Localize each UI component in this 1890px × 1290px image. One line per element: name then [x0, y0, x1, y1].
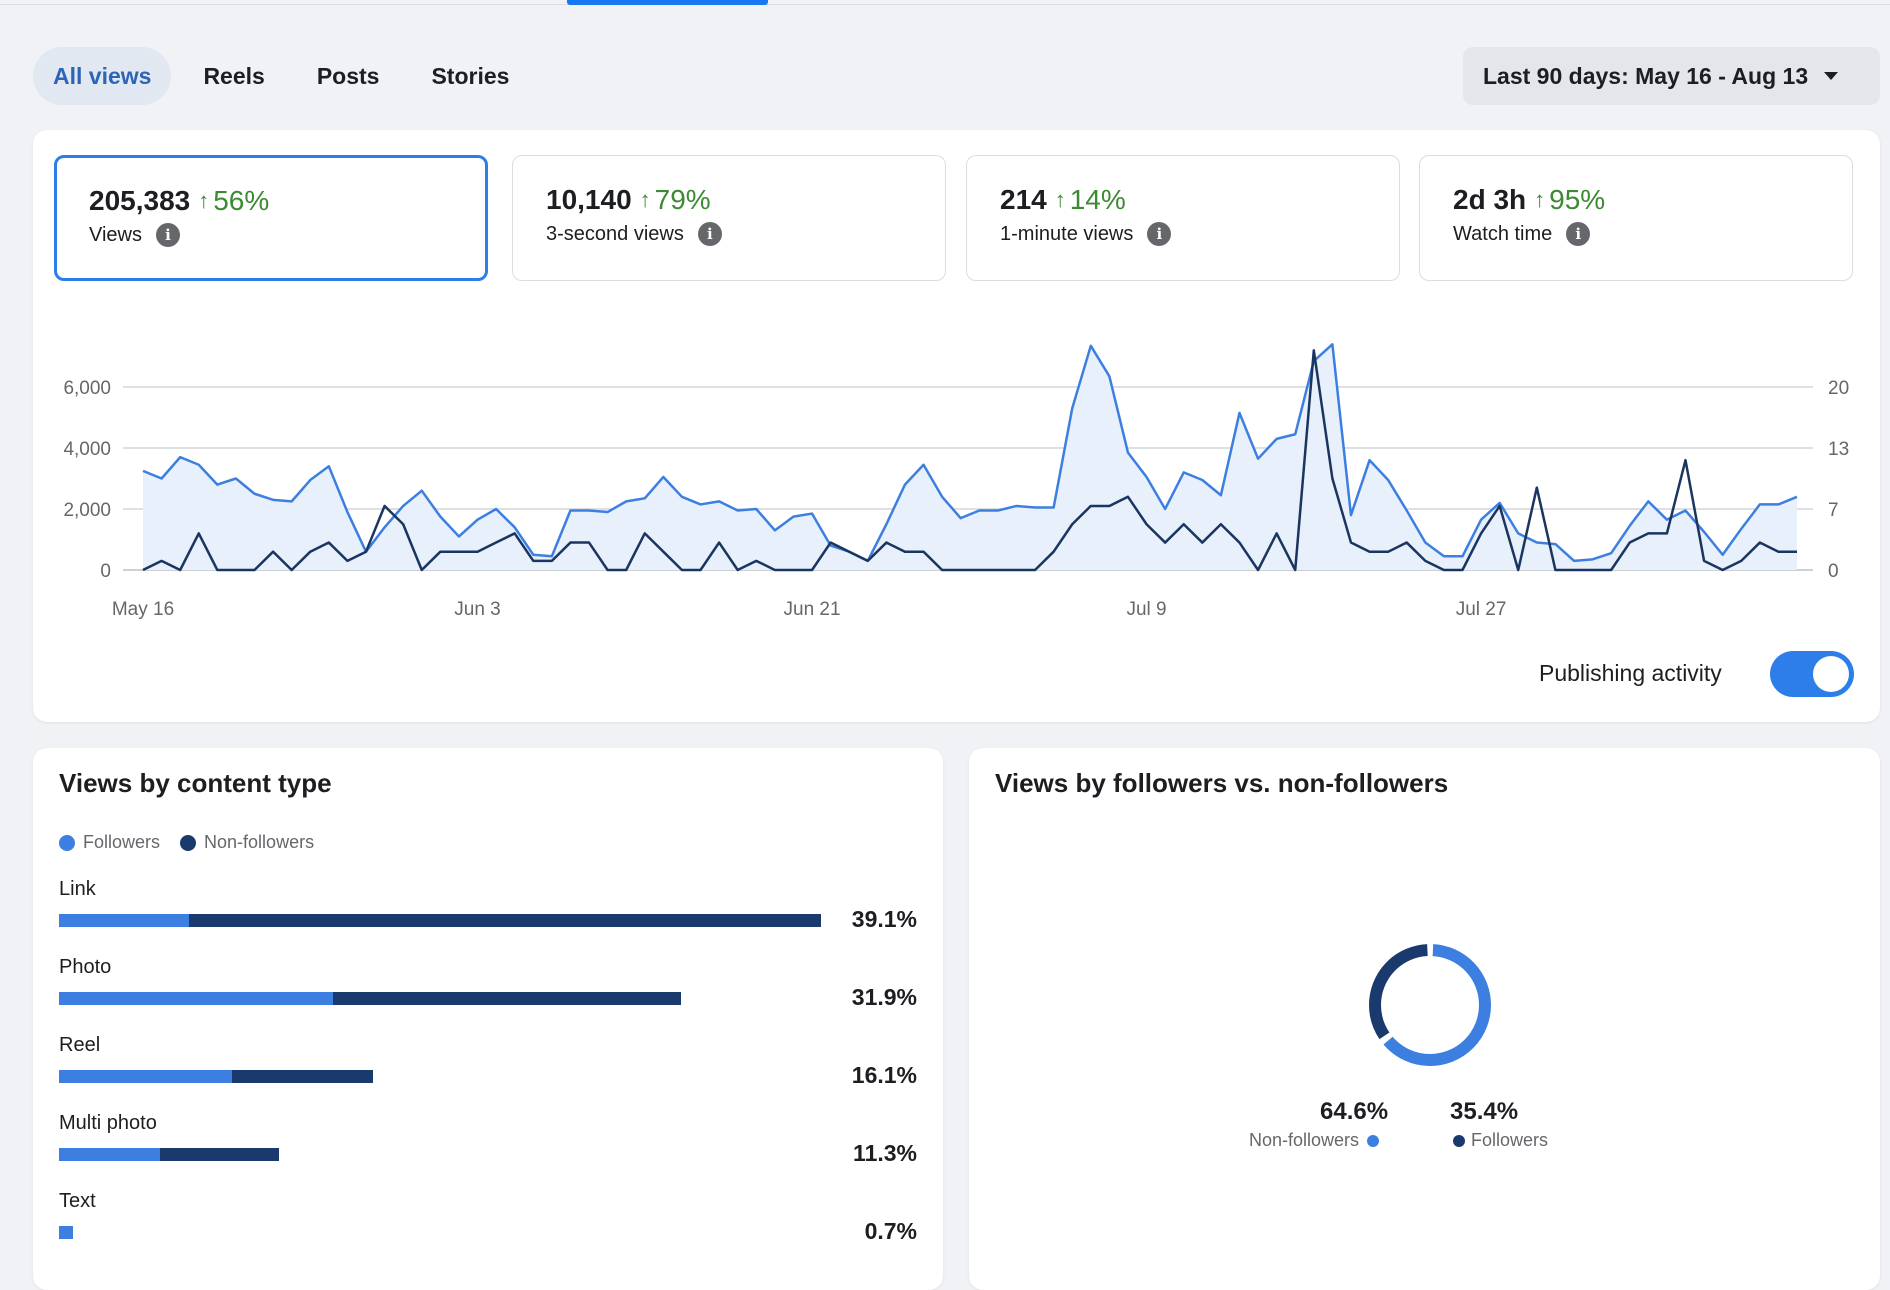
legend-item-followers: Followers	[59, 832, 160, 853]
metric-delta: 79%	[654, 184, 711, 215]
metric-delta: 14%	[1069, 184, 1126, 215]
views-series-area	[143, 344, 1797, 570]
donut-label-text: Non-followers	[1249, 1130, 1360, 1150]
content-type-percent: 0.7%	[864, 1218, 917, 1244]
donut-segment-followers[interactable]	[1369, 944, 1491, 1066]
views-overview-card: 205,383 ↑ 56% Views i 10,140 ↑ 79% 3-second v…	[33, 130, 1880, 722]
content-type-label: Text	[59, 1190, 96, 1212]
content-type-percent: 16.1%	[851, 1062, 917, 1088]
metric-label: Views	[89, 223, 142, 246]
info-icon[interactable]: i	[1147, 222, 1172, 246]
y-left-tick-label: 0	[100, 561, 111, 582]
donut-label-followers: Followers	[1453, 1130, 1548, 1151]
active-nav-indicator	[567, 0, 768, 5]
donut-label-text: Followers	[1471, 1130, 1549, 1150]
views-line-chart: 0 2,000 4,000 6,000 0 7 13 20 May 16 Jun 3 Jun 21 J…	[63, 343, 1849, 620]
content-type-label: Link	[59, 878, 96, 900]
content-type-label: Photo	[59, 956, 112, 978]
bar-non-followers-segment[interactable]	[231, 1070, 373, 1083]
legend-dot-followers	[1453, 1134, 1465, 1147]
donut-pct-non-followers: 64.6%	[1320, 1098, 1389, 1125]
publishing-activity-toggle[interactable]	[1770, 651, 1854, 697]
content-type-percent: 11.3%	[853, 1140, 917, 1166]
metric-value: 10,140	[546, 184, 632, 215]
caret-down-icon	[1824, 72, 1839, 80]
metric-delta: 95%	[1549, 184, 1606, 215]
bar-non-followers-segment[interactable]	[332, 992, 681, 1005]
donut-pct-followers: 35.4%	[1450, 1098, 1519, 1125]
metric-card-watch-time[interactable]: 2d 3h ↑ 95% Watch time i	[1419, 155, 1853, 281]
arrow-up-icon: ↑	[198, 188, 210, 213]
metric-card-3-second-views[interactable]: 10,140 ↑ 79% 3-second views i	[512, 155, 946, 281]
metric-card-1-minute-views[interactable]: 214 ↑ 14% 1-minute views i	[966, 155, 1400, 281]
bar-followers-segment[interactable]	[59, 1226, 73, 1239]
arrow-up-icon: ↑	[1054, 187, 1066, 212]
content-type-label: Reel	[59, 1034, 101, 1056]
date-range-label: Last 90 days: May 16 - Aug 13	[1483, 62, 1809, 89]
y-right-tick-label: 20	[1828, 378, 1849, 399]
legend-dot-non-followers	[180, 834, 197, 851]
card-title: Views by content type	[59, 768, 332, 798]
y-right-tick-label: 13	[1828, 439, 1849, 460]
arrow-up-icon: ↑	[1534, 187, 1546, 212]
content-type-legend: Followers Non-followers	[59, 832, 334, 853]
content-type-percent: 31.9%	[851, 984, 917, 1010]
views-by-content-type-card: Views by content type Followers Non-foll…	[33, 748, 943, 1290]
metric-value: 214	[1000, 184, 1047, 215]
tab-reels[interactable]: Reels	[203, 62, 265, 89]
y-left-tick-label: 4,000	[63, 439, 111, 460]
x-tick-label: Jul 27	[1456, 599, 1507, 620]
tab-all-views[interactable]: All views	[33, 47, 172, 105]
tab-posts[interactable]: Posts	[316, 62, 380, 89]
legend-dot-followers	[59, 834, 75, 851]
y-left-tick-label: 2,000	[63, 500, 111, 521]
legend-label: Followers	[83, 832, 161, 852]
metric-delta: 56%	[213, 185, 270, 216]
info-icon[interactable]: i	[156, 223, 180, 247]
bar-non-followers-segment[interactable]	[160, 1148, 280, 1161]
top-nav-underline	[0, 0, 1890, 5]
publishing-activity-label: Publishing activity	[1539, 660, 1722, 686]
x-tick-label: Jul 9	[1126, 599, 1166, 620]
metric-card-views[interactable]: 205,383 ↑ 56% Views i	[54, 155, 488, 281]
views-by-followers-card: Views by followers vs. non-followers 64.…	[969, 748, 1880, 1290]
x-tick-label: Jun 3	[454, 599, 500, 620]
content-type-percent: 39.1%	[851, 906, 917, 932]
donut-segment-non-followers[interactable]	[1369, 944, 1491, 1066]
metric-label: 1-minute views	[1000, 222, 1134, 245]
views-series-line	[142, 343, 1798, 563]
arrow-up-icon: ↑	[639, 187, 651, 212]
tab-stories[interactable]: Stories	[431, 62, 510, 89]
bar-followers-segment[interactable]	[59, 1148, 161, 1161]
x-tick-label: May 16	[112, 599, 174, 620]
legend-label: Non-followers	[204, 832, 315, 852]
publishing-activity-series-line	[142, 349, 1797, 572]
info-icon[interactable]: i	[697, 222, 722, 246]
y-right-tick-label: 7	[1828, 500, 1839, 521]
metric-label: 3-second views	[546, 222, 684, 245]
content-type-label: Multi photo	[59, 1112, 157, 1134]
donut-label-non-followers: Non-followers	[1249, 1130, 1380, 1151]
toggle-knob	[1813, 656, 1849, 692]
metric-label: Watch time	[1453, 222, 1553, 245]
y-left-tick-label: 6,000	[63, 378, 111, 399]
content-tabs: All views Reels Posts Stories	[33, 47, 541, 105]
bar-non-followers-segment[interactable]	[188, 914, 821, 927]
legend-dot-non-followers	[1367, 1134, 1380, 1147]
bar-followers-segment[interactable]	[59, 914, 189, 927]
metric-value: 205,383	[89, 185, 191, 216]
legend-item-non-followers: Non-followers	[180, 832, 314, 853]
x-tick-label: Jun 21	[784, 599, 841, 620]
bar-followers-segment[interactable]	[59, 992, 333, 1005]
y-right-tick-label: 0	[1828, 561, 1839, 582]
followers-donut-chart	[1369, 944, 1491, 1066]
card-title: Views by followers vs. non-followers	[995, 768, 1449, 798]
date-range-dropdown[interactable]: Last 90 days: May 16 - Aug 13	[1463, 47, 1880, 105]
metric-value: 2d 3h	[1453, 184, 1527, 215]
info-icon[interactable]: i	[1566, 222, 1591, 246]
bar-followers-segment[interactable]	[59, 1070, 232, 1083]
